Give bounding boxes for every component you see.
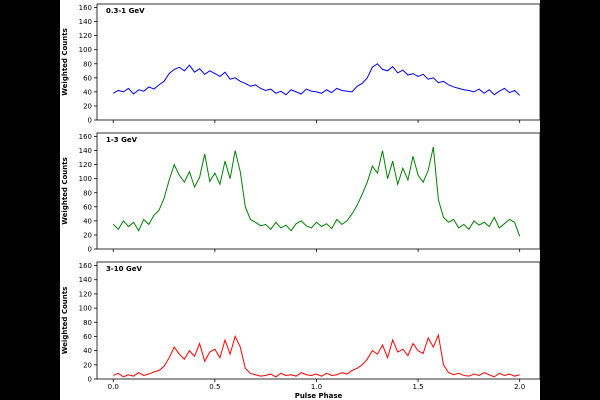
x-tick-label: 0.0 <box>108 383 119 391</box>
data-line <box>112 146 521 237</box>
y-tick-label: 140 <box>79 18 92 26</box>
y-tick-label: 120 <box>79 290 92 298</box>
y-tick-label: 140 <box>79 276 92 284</box>
y-axis-label: Weighted Counts <box>61 28 69 96</box>
y-tick-label: 80 <box>83 60 92 68</box>
y-tick-label: 100 <box>79 175 92 183</box>
y-tick-label: 0 <box>88 246 92 254</box>
panel-label: 3-10 GeV <box>106 265 142 273</box>
x-tick-label: 1.0 <box>311 383 322 391</box>
axes-frame <box>96 3 541 121</box>
x-tick-label: 1.5 <box>413 383 424 391</box>
y-tick-label: 100 <box>79 46 92 54</box>
y-tick-label: 120 <box>79 161 92 169</box>
y-tick-label: 80 <box>83 189 92 197</box>
y-tick-label: 160 <box>79 262 92 270</box>
y-tick-label: 60 <box>83 203 92 211</box>
y-tick-label: 20 <box>83 231 92 239</box>
y-tick-label: 20 <box>83 102 92 110</box>
panel-label: 1-3 GeV <box>106 136 138 144</box>
y-tick-label: 40 <box>83 347 92 355</box>
y-tick-label: 80 <box>83 319 92 327</box>
y-tick-label: 60 <box>83 333 92 341</box>
y-tick-label: 40 <box>83 88 92 96</box>
y-tick-label: 60 <box>83 74 92 82</box>
y-tick-label: 40 <box>83 217 92 225</box>
y-tick-label: 160 <box>79 133 92 141</box>
y-tick-label: 0 <box>88 117 92 125</box>
data-line <box>113 333 520 378</box>
y-tick-label: 140 <box>79 147 92 155</box>
y-tick-label: 20 <box>83 361 92 369</box>
y-tick-label: 0 <box>88 376 92 384</box>
x-axis-label: Pulse Phase <box>295 392 343 400</box>
x-tick-label: 2.0 <box>514 383 525 391</box>
axes-frame <box>96 261 541 380</box>
y-tick-label: 120 <box>79 32 92 40</box>
panel-label: 0.3-1 GeV <box>106 7 145 15</box>
y-axis-label: Weighted Counts <box>61 287 69 355</box>
data-line <box>113 63 521 96</box>
y-axis-label: Weighted Counts <box>61 157 69 225</box>
x-tick-label: 0.5 <box>209 383 220 391</box>
axes-frame <box>96 132 541 250</box>
y-tick-label: 160 <box>79 4 92 12</box>
y-tick-label: 100 <box>79 305 92 313</box>
